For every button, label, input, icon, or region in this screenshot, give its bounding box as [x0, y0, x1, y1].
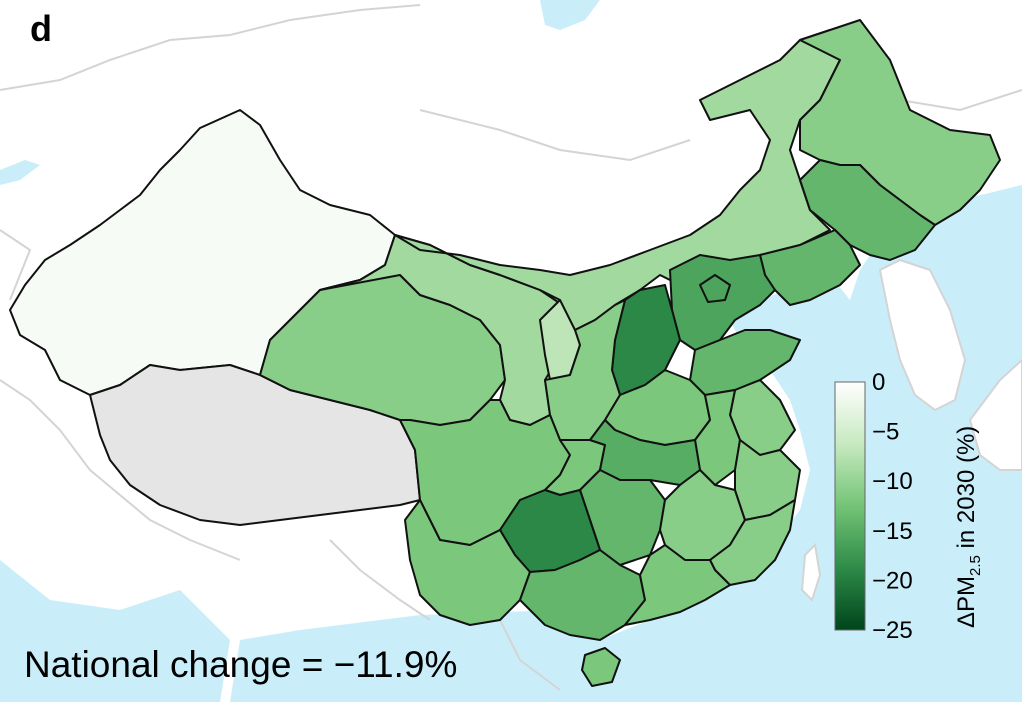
legend-tick-label: −25	[872, 617, 913, 644]
lake-baikal	[540, 0, 600, 30]
legend-title: ΔPM2.5 in 2030 (%)	[953, 426, 984, 628]
legend-tick-label: −10	[872, 468, 913, 495]
legend-tick-label: −5	[872, 419, 899, 446]
legend-tick-label: 0	[872, 369, 885, 396]
region-beijing	[699, 274, 731, 303]
region-fujian	[709, 499, 796, 586]
lake-balkhash	[0, 160, 40, 185]
legend-colorbar	[834, 381, 866, 631]
region-anhui	[694, 389, 741, 486]
japan-land	[968, 358, 1022, 471]
sea-west	[0, 560, 230, 702]
sea-east	[230, 185, 1022, 702]
region-zhejiang	[734, 439, 801, 521]
region-guangdong	[624, 544, 731, 626]
legend-tick-label: −15	[872, 518, 913, 545]
region-hainan	[581, 647, 621, 687]
taiwan-land	[800, 542, 822, 602]
legend-ticks: 0 −5 −10 −15 −20 −25	[872, 369, 913, 644]
korea-land	[878, 258, 967, 412]
panel-label: d	[30, 8, 52, 49]
legend-tick-label: −20	[872, 567, 913, 594]
national-change-label: National change = −11.9%	[24, 644, 458, 685]
